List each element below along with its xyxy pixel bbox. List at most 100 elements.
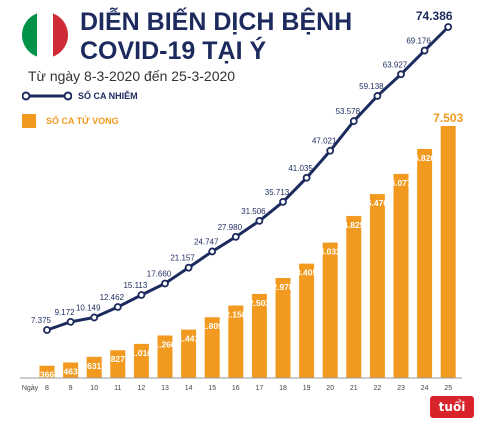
cases-point-label: 41.035 <box>288 164 313 173</box>
death-bar-label: 1.441 <box>178 334 200 344</box>
death-bar-label: 7.503 <box>433 111 463 125</box>
x-tick-label: 25 <box>444 385 452 392</box>
cases-point-label: 27.980 <box>218 223 243 232</box>
cases-point <box>279 197 287 206</box>
death-bar <box>346 215 362 378</box>
cases-point <box>161 279 169 288</box>
death-bar-label: 2.503 <box>249 298 271 308</box>
cases-point <box>349 117 358 125</box>
death-bar <box>393 173 409 378</box>
cases-point <box>420 46 429 55</box>
death-bar <box>251 293 267 378</box>
death-bar <box>133 343 149 378</box>
flag-red-stripe <box>52 12 68 58</box>
death-bar-label: 631 <box>87 361 101 371</box>
cases-point <box>326 146 335 155</box>
cases-point-label: 53.578 <box>336 107 361 116</box>
cases-point <box>444 23 453 31</box>
cases-point <box>208 247 217 256</box>
cases-point <box>90 313 99 322</box>
death-bar <box>228 305 244 378</box>
x-tick-label: 13 <box>161 385 169 392</box>
cases-point <box>137 291 146 299</box>
cases-point-label: 17.660 <box>147 269 172 278</box>
death-bar-label: 6.820 <box>414 153 436 163</box>
x-tick-label: 9 <box>69 385 73 392</box>
cases-point <box>302 173 311 182</box>
cases-point-label: 15.113 <box>123 281 147 290</box>
cases-point <box>184 263 193 272</box>
death-bar <box>275 277 291 378</box>
x-tick-label: 10 <box>90 385 98 392</box>
death-bar <box>440 126 456 378</box>
bar-swatch-icon <box>22 114 36 128</box>
cases-point-label: 9.172 <box>55 308 76 317</box>
death-bar-label: 827 <box>111 354 125 364</box>
header: DIỄN BIẾN DỊCH BỆNH COVID-19 TẠI Ý Từ ng… <box>0 0 480 130</box>
cases-point-label: 69.176 <box>406 37 431 46</box>
x-tick-label: 22 <box>374 385 382 392</box>
legend-deaths-label: SỐ CA TỬ VONG <box>46 116 119 126</box>
cases-line <box>46 25 450 332</box>
cases-point <box>373 92 382 100</box>
death-bar-label: 463 <box>64 366 78 376</box>
death-bar <box>369 194 385 378</box>
death-bar <box>322 242 338 378</box>
legend-deaths: SỐ CA TỬ VONG <box>22 114 119 128</box>
death-bar <box>204 317 220 378</box>
death-bar-label: 6.077 <box>390 178 412 188</box>
italy-flag-icon <box>22 12 68 58</box>
death-bar <box>39 365 55 378</box>
x-tick-label: 11 <box>114 385 121 392</box>
death-bar-label: 1.016 <box>131 348 153 358</box>
death-bar <box>417 148 433 378</box>
cases-point-label: 31.506 <box>241 207 266 216</box>
x-tick-label: 14 <box>185 385 193 392</box>
x-tick-label: 18 <box>279 385 287 392</box>
covid-chart: 366 463 631 827 1.0161.2661.4411.8092.1582.5… <box>20 9 464 392</box>
death-bar-label: 2.158 <box>225 310 247 320</box>
x-tick-label: 21 <box>350 385 358 392</box>
legend-cases: SỐ CA NHIỄM <box>22 90 138 102</box>
death-bar-label: 4.825 <box>343 220 365 230</box>
cases-point-label: 12.462 <box>100 293 125 302</box>
cases-point <box>255 216 264 225</box>
cases-point-label: 63.927 <box>383 60 408 69</box>
death-bar <box>63 362 79 378</box>
x-tick-label: 24 <box>421 385 429 392</box>
death-bar-label: 1.266 <box>154 339 176 349</box>
x-tick-label: 17 <box>256 385 264 392</box>
cases-point <box>43 326 51 334</box>
x-tick-label: 12 <box>138 385 146 392</box>
tuoi-tre-logo: tuổi trẻ <box>430 396 474 436</box>
page-title: DIỄN BIẾN DỊCH BỆNH COVID-19 TẠI Ý <box>80 8 352 66</box>
x-axis-title: Ngày <box>22 385 39 392</box>
death-bar-label: 1.809 <box>202 321 224 331</box>
death-bar <box>181 329 197 378</box>
death-bar-label: 2.978 <box>272 282 294 292</box>
death-bar <box>86 356 102 378</box>
line-marker-icon <box>22 91 72 101</box>
death-bar-label: 5.476 <box>367 198 389 208</box>
cases-point-label: 35.713 <box>265 188 290 197</box>
x-tick-label: 23 <box>397 385 405 392</box>
title-line-2: COVID-19 TẠI Ý <box>80 37 267 65</box>
cases-point-label: 24.747 <box>194 237 219 246</box>
cases-point <box>231 232 240 241</box>
death-bar <box>299 263 315 378</box>
cases-point <box>397 70 405 79</box>
flag-white-stripe <box>37 12 53 58</box>
subtitle: Từ ngày 8-3-2020 đến 25-3-2020 <box>28 68 236 84</box>
legend-cases-label: SỐ CA NHIỄM <box>78 91 138 101</box>
cases-point-label: 10.149 <box>76 303 101 312</box>
x-tick-label: 8 <box>45 385 49 392</box>
death-bar <box>157 335 173 378</box>
death-bar-label: 4.032 <box>320 247 342 257</box>
cases-point-label: 74.386 <box>416 9 453 23</box>
x-tick-label: 16 <box>232 385 240 392</box>
x-tick-label: 15 <box>208 385 216 392</box>
x-tick-label: 20 <box>326 385 334 392</box>
title-line-1: DIỄN BIẾN DỊCH BỆNH <box>80 8 353 36</box>
x-tick-label: 19 <box>303 385 311 392</box>
cases-point-label: 59.138 <box>359 82 384 91</box>
